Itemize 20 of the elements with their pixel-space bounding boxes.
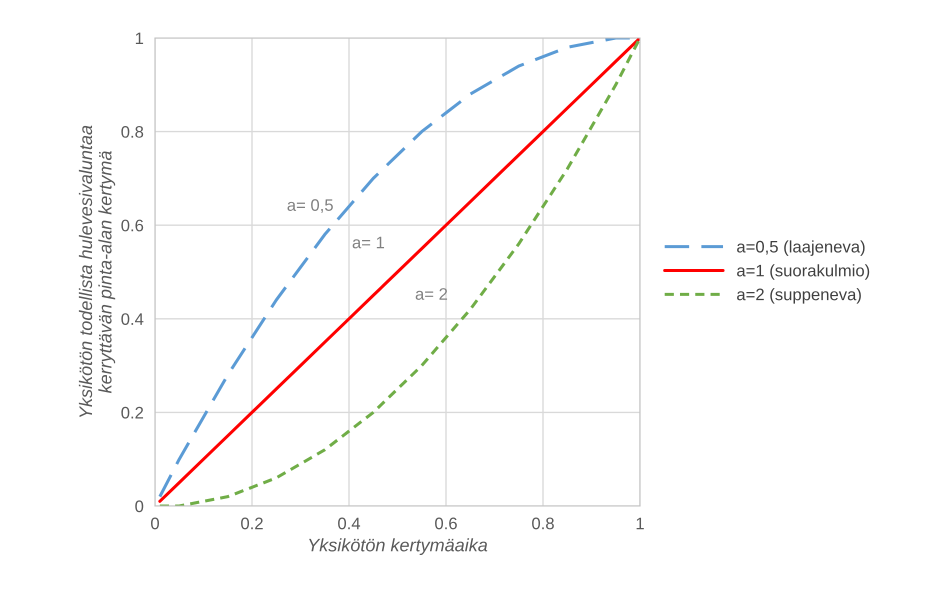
y-tick-label: 0.8	[121, 126, 144, 138]
x-axis-title: Yksikötön kertymäaika	[309, 538, 488, 556]
legend-label: a=2 (suppeneva)	[737, 288, 861, 304]
y-tick-label: 0.2	[121, 406, 144, 419]
annotation: a= 0,5	[288, 199, 333, 213]
annotation: a= 1	[352, 236, 384, 248]
x-tick-label: 1	[636, 518, 644, 530]
annotation: a= 2	[416, 288, 448, 300]
legend-label: a=1 (suorakulmio)	[737, 264, 870, 280]
y-tick-label: 1	[136, 32, 144, 44]
x-tick-label: 0.6	[435, 518, 457, 530]
x-tick-label: 0.8	[532, 518, 554, 530]
x-tick-label: 0.2	[241, 518, 263, 530]
x-tick-label: 0.4	[338, 518, 360, 530]
legend-label: a=0,5 (laajeneva)	[737, 240, 865, 256]
y-tick-label: 0	[135, 500, 144, 512]
y-axis-title: Yksikötön todellista hulevesivaluntaa kerryttävän pinta-alan kertymä	[78, 126, 116, 418]
x-tick-label: 0	[151, 518, 159, 530]
y-tick-label: 0.4	[121, 313, 144, 326]
y-tick-label: 0.6	[121, 220, 144, 232]
